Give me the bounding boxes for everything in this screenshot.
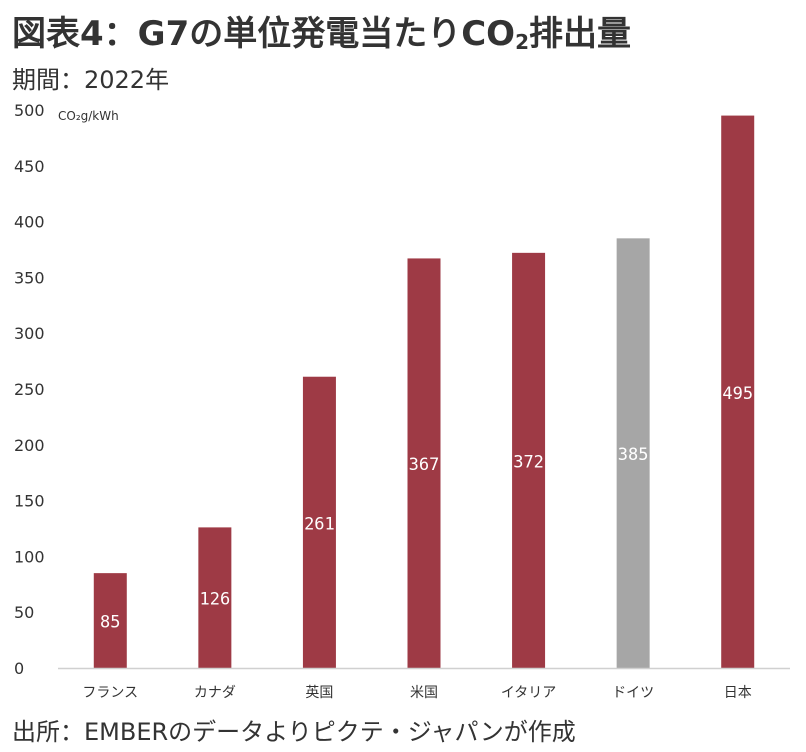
y-axis-unit-label: CO₂g/kWh (58, 109, 119, 123)
bar-value-label: 367 (409, 455, 440, 475)
bar-6 (616, 238, 650, 668)
x-tick-label: 英国 (305, 684, 333, 701)
chart-title: 図表4：G7の単位発電当たりCO2排出量 (12, 6, 631, 55)
y-tick-label: 250 (14, 380, 45, 399)
bar-value-label: 385 (618, 445, 649, 465)
y-tick-label: 500 (14, 101, 45, 120)
x-tick-label: フランス (82, 685, 138, 701)
y-tick-label: 50 (14, 603, 34, 622)
x-tick-label: カナダ (194, 685, 236, 701)
chart-title-main: 図表4：G7の単位発電当たりCO (12, 14, 516, 54)
chart-title-subscript: 2 (515, 30, 529, 54)
y-tick-label: 0 (14, 659, 24, 678)
y-axis: 0 50 100 150 200 250 300 350 400 450 500 CO₂g/kWh (14, 101, 119, 678)
y-tick-label: 100 (14, 547, 45, 566)
y-tick-label: 300 (14, 324, 45, 343)
y-tick-label: 350 (14, 268, 45, 287)
bar-5 (512, 252, 546, 668)
bar-value-label: 261 (304, 514, 335, 534)
bar-2 (198, 527, 232, 668)
bar-4 (407, 258, 441, 668)
x-tick-label: イタリア (501, 685, 556, 701)
y-tick-label: 200 (14, 436, 45, 455)
bars: 85 126 261 367 372 385 495 (93, 115, 755, 668)
y-tick-label: 400 (14, 213, 45, 232)
bar-7 (721, 115, 755, 668)
bar-value-label: 126 (199, 590, 230, 610)
source-note: 出所：EMBERのデータよりピクテ・ジャパンが作成 (12, 718, 576, 746)
x-axis: フランス カナダ 英国 米国 イタリア ドイツ 日本 (58, 667, 790, 701)
bar-1 (93, 573, 127, 668)
bar-3 (302, 376, 336, 668)
bar-value-label: 85 (100, 613, 120, 633)
chart-title-suffix: 排出量 (529, 14, 631, 54)
period-label: 期間：2022年 (12, 66, 170, 94)
x-tick-label: ドイツ (612, 685, 654, 701)
bar-value-label: 372 (513, 452, 544, 472)
y-tick-label: 150 (14, 492, 45, 511)
y-tick-label: 450 (14, 157, 45, 176)
x-tick-label: 米国 (410, 685, 438, 701)
bar-value-label: 495 (722, 384, 753, 404)
x-tick-label: 日本 (724, 685, 752, 701)
